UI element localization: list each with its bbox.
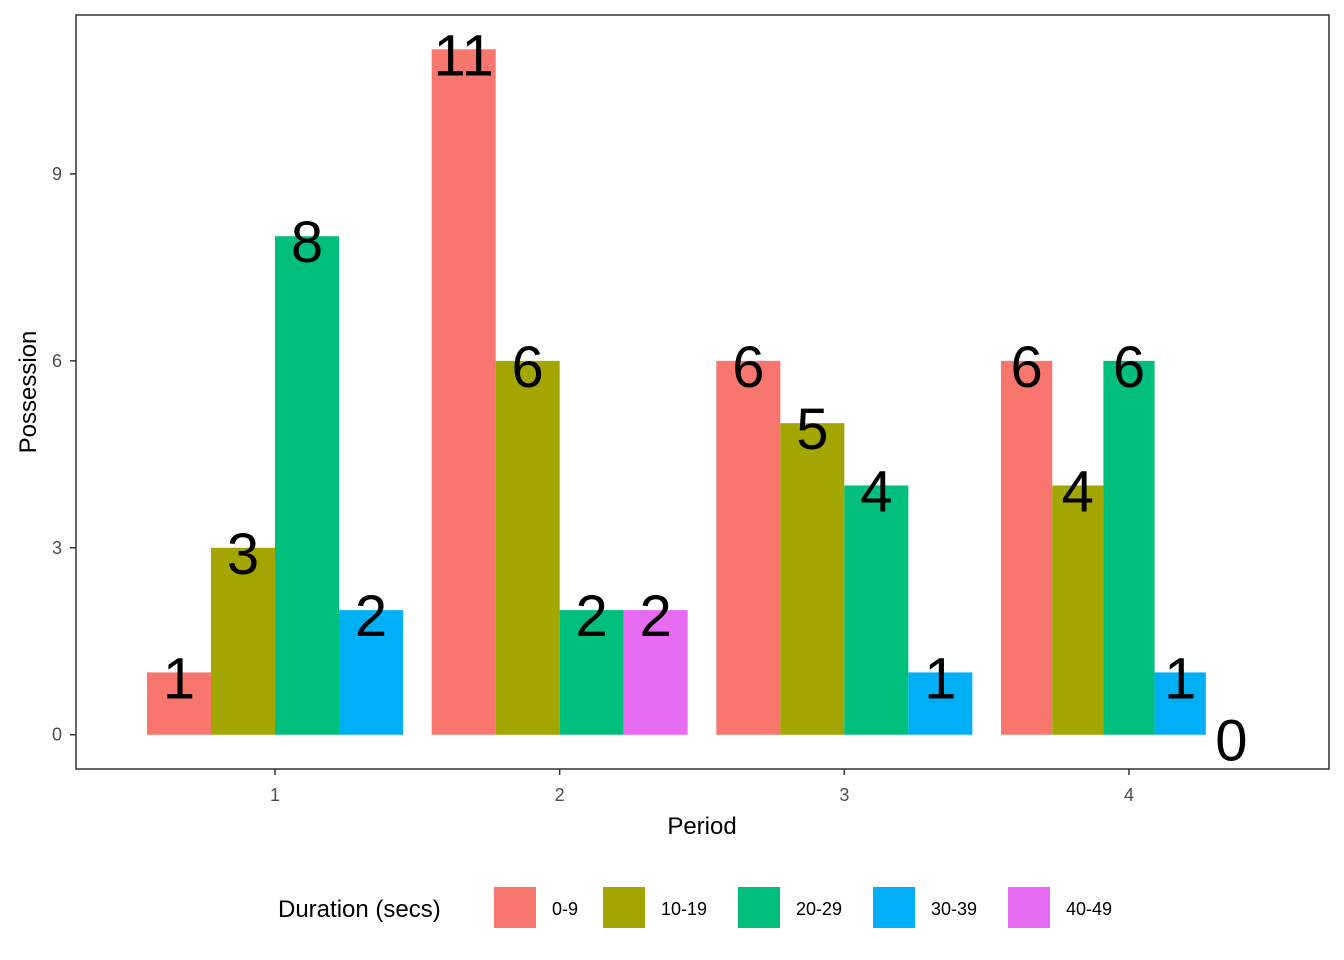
bar-value-label: 2 [355,584,387,649]
bars [147,49,1206,735]
bar [1103,360,1155,735]
legend-key [603,887,645,928]
bar [431,49,496,735]
x-tick-label: 4 [1124,785,1134,805]
bar-value-label: 1 [1164,646,1196,711]
x-axis-title: Period [667,813,736,840]
y-tick-label: 0 [52,725,62,745]
bar-value-label: 5 [796,397,828,462]
y-tick-label: 3 [52,538,62,558]
bar [908,672,973,735]
bar [147,672,211,735]
legend-key [1008,887,1050,928]
x-axis: 1 2 3 4 [270,769,1134,805]
bar [623,610,688,735]
bar-value-label: 6 [1010,335,1042,400]
bar-value-label: 6 [512,335,544,400]
bar [275,236,339,735]
y-tick-label: 9 [52,164,62,184]
legend-title: Duration (secs) [278,896,441,923]
legend-label: 20-29 [796,899,842,919]
bar [339,610,403,735]
legend-key [738,887,780,928]
bar [211,547,275,735]
bar-value-label: 0 [1215,709,1247,774]
bar [716,360,781,735]
bar-value-label: 2 [576,584,608,649]
x-tick-label: 1 [270,785,280,805]
y-axis: 0 3 6 9 [52,164,76,745]
bar-value-label: 3 [227,522,259,587]
legend-label: 40-49 [1066,899,1112,919]
bar [1052,485,1104,735]
bar [495,360,560,735]
bar [844,485,909,735]
bar-value-label: 6 [732,335,764,400]
bar-value-label: 4 [860,459,892,524]
x-tick-label: 2 [555,785,565,805]
legend: Duration (secs) 0-9 10-19 20-29 30-39 40-49 [278,887,1112,928]
legend-label: 0-9 [552,899,578,919]
y-axis-title: Possession [15,331,42,454]
bar [1001,360,1053,735]
bar [559,610,624,735]
bar-value-label: 8 [291,210,323,275]
bar-value-label: 11 [434,23,494,88]
x-tick-label: 3 [839,785,849,805]
bar [780,423,845,735]
legend-label: 30-39 [931,899,977,919]
legend-label: 10-19 [661,899,707,919]
bar-value-label: 1 [163,646,195,711]
bar-value-label: 1 [924,646,956,711]
legend-key [494,887,536,928]
y-tick-label: 6 [52,351,62,371]
bar [1154,672,1206,735]
bar-value-label: 2 [640,584,672,649]
bar-value-label: 6 [1113,335,1145,400]
bar-value-label: 4 [1062,459,1094,524]
legend-key [873,887,915,928]
